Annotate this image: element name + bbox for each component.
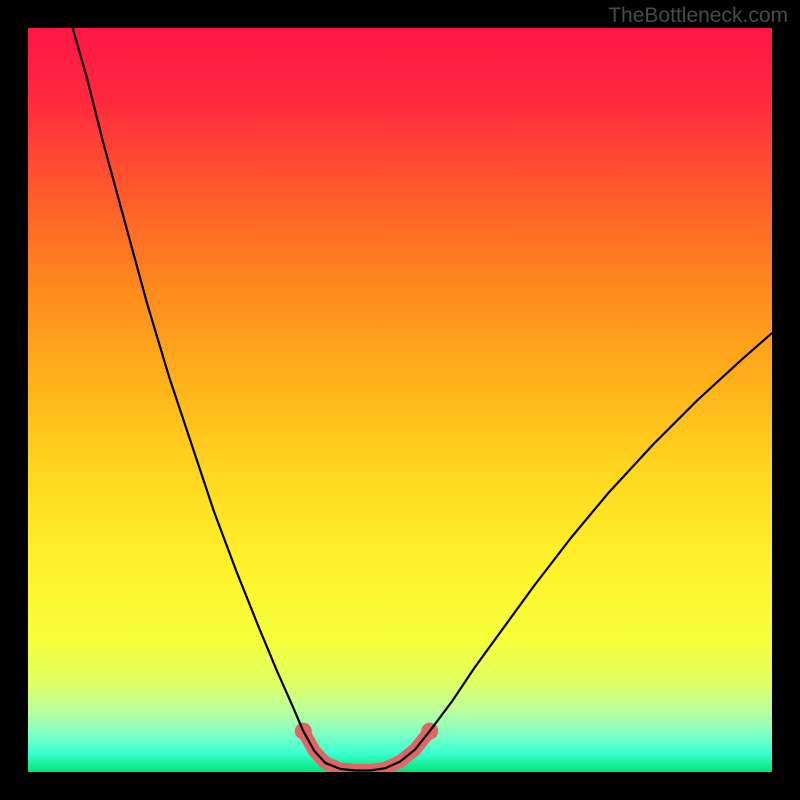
gradient-background: [28, 28, 772, 772]
watermark-text: TheBottleneck.com: [608, 4, 788, 28]
plot-area: [28, 28, 772, 772]
chart-svg: [28, 28, 772, 772]
